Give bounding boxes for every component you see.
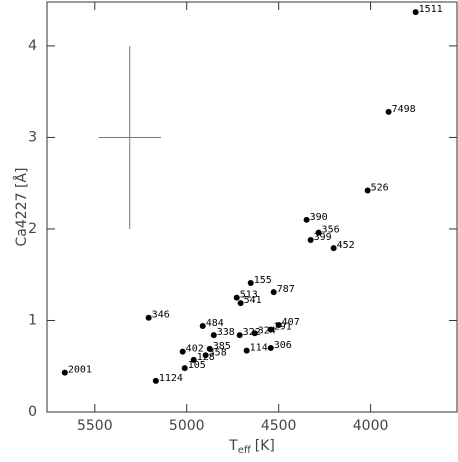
point-label: 128 bbox=[197, 352, 215, 363]
x-axis-label: Teff [K] bbox=[228, 438, 275, 456]
point-label: 1124 bbox=[159, 373, 183, 384]
point-label: 358 bbox=[209, 347, 227, 358]
point-label: 399 bbox=[314, 232, 332, 243]
point-label: 306 bbox=[274, 340, 292, 351]
point bbox=[275, 322, 282, 329]
x-label-symbol: T bbox=[228, 438, 238, 454]
point-label: 356 bbox=[322, 225, 340, 236]
point-label: 526 bbox=[371, 183, 389, 194]
point bbox=[330, 245, 337, 252]
point bbox=[145, 314, 152, 321]
point bbox=[236, 332, 243, 339]
point-label: 407 bbox=[282, 317, 300, 328]
point bbox=[206, 345, 213, 352]
x-label-unit: [K] bbox=[255, 438, 275, 454]
point bbox=[243, 347, 250, 354]
point bbox=[199, 322, 206, 329]
point-label: 338 bbox=[217, 327, 235, 338]
point bbox=[233, 294, 240, 301]
point-label: 155 bbox=[254, 275, 272, 286]
point-label: 402 bbox=[186, 344, 204, 355]
point bbox=[202, 352, 209, 359]
point bbox=[152, 377, 159, 384]
point-label: 513 bbox=[240, 290, 258, 301]
point bbox=[267, 344, 274, 351]
point-label: 541 bbox=[244, 295, 262, 306]
point bbox=[251, 330, 258, 337]
point-label: 291 bbox=[274, 322, 292, 333]
point bbox=[412, 9, 419, 16]
point bbox=[364, 187, 371, 194]
point-label: 484 bbox=[206, 318, 224, 329]
y-tick-label: 4 bbox=[28, 38, 37, 54]
point bbox=[179, 348, 186, 355]
x-tick-label: 5000 bbox=[169, 418, 205, 434]
point-label: 1511 bbox=[419, 4, 443, 15]
y-tick-label: 0 bbox=[28, 404, 37, 420]
y-axis-label: Ca4227 [Å] bbox=[13, 168, 30, 247]
point-label: 787 bbox=[277, 284, 295, 295]
point bbox=[190, 356, 197, 363]
x-tick-label: 4000 bbox=[353, 418, 389, 434]
point bbox=[385, 108, 392, 115]
point-label: 2001 bbox=[68, 365, 92, 376]
point bbox=[210, 332, 217, 339]
point bbox=[267, 326, 274, 333]
point bbox=[270, 289, 277, 296]
point-label: 324 bbox=[258, 325, 276, 336]
point-label: 322 bbox=[243, 327, 261, 338]
x-tick-label: 5500 bbox=[77, 418, 113, 434]
y-tick-label: 3 bbox=[28, 129, 37, 145]
plot-frame bbox=[46, 1, 458, 413]
point-label: 7498 bbox=[392, 104, 416, 115]
y-tick-label: 1 bbox=[28, 312, 37, 328]
y-tick-label: 2 bbox=[28, 221, 37, 237]
point-label: 105 bbox=[188, 360, 206, 371]
point bbox=[247, 279, 254, 286]
point bbox=[61, 369, 68, 376]
point bbox=[303, 216, 310, 223]
point bbox=[237, 300, 244, 307]
point-label: 114 bbox=[250, 343, 268, 354]
x-tick-label: 4500 bbox=[261, 418, 297, 434]
point-label: 346 bbox=[152, 310, 170, 321]
x-label-subscript: eff bbox=[238, 445, 252, 456]
point-label: 385 bbox=[213, 341, 231, 352]
point bbox=[315, 229, 322, 236]
point-label: 390 bbox=[310, 212, 328, 223]
point bbox=[307, 236, 314, 243]
point bbox=[181, 365, 188, 372]
point-label: 452 bbox=[337, 240, 355, 251]
